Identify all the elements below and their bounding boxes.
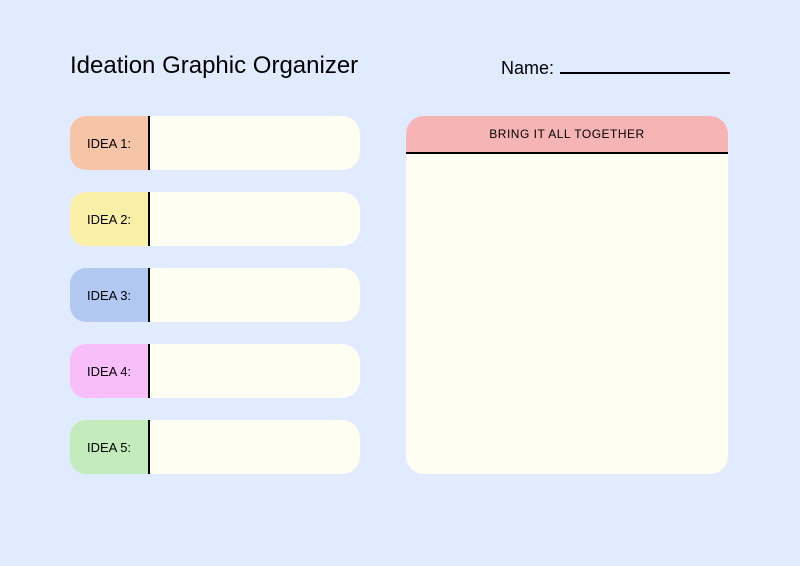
idea-tab-4: IDEA 4: xyxy=(70,344,148,398)
idea-box-3: IDEA 3: xyxy=(70,268,360,322)
summary-box: BRING IT ALL TOGETHER xyxy=(406,116,728,474)
page: Ideation Graphic Organizer Name: IDEA 1:… xyxy=(0,0,800,566)
idea-box-2: IDEA 2: xyxy=(70,192,360,246)
content-area: IDEA 1: IDEA 2: IDEA 3: IDEA 4: IDEA 5: BRIN… xyxy=(70,116,730,474)
summary-header: BRING IT ALL TOGETHER xyxy=(406,116,728,152)
idea-box-1: IDEA 1: xyxy=(70,116,360,170)
name-input-line[interactable] xyxy=(560,56,730,74)
header: Ideation Graphic Organizer Name: xyxy=(70,52,730,80)
idea-tab-1: IDEA 1: xyxy=(70,116,148,170)
summary-content-area[interactable] xyxy=(406,154,728,474)
idea-tab-2: IDEA 2: xyxy=(70,192,148,246)
idea-content-2[interactable] xyxy=(150,192,360,246)
name-field: Name: xyxy=(501,56,730,79)
idea-box-5: IDEA 5: xyxy=(70,420,360,474)
idea-content-3[interactable] xyxy=(150,268,360,322)
idea-content-4[interactable] xyxy=(150,344,360,398)
ideas-column: IDEA 1: IDEA 2: IDEA 3: IDEA 4: IDEA 5: xyxy=(70,116,360,474)
idea-content-5[interactable] xyxy=(150,420,360,474)
summary-column: BRING IT ALL TOGETHER xyxy=(406,116,728,474)
idea-tab-5: IDEA 5: xyxy=(70,420,148,474)
idea-content-1[interactable] xyxy=(150,116,360,170)
idea-tab-3: IDEA 3: xyxy=(70,268,148,322)
page-title: Ideation Graphic Organizer xyxy=(70,52,358,80)
idea-box-4: IDEA 4: xyxy=(70,344,360,398)
name-label: Name: xyxy=(501,58,554,79)
